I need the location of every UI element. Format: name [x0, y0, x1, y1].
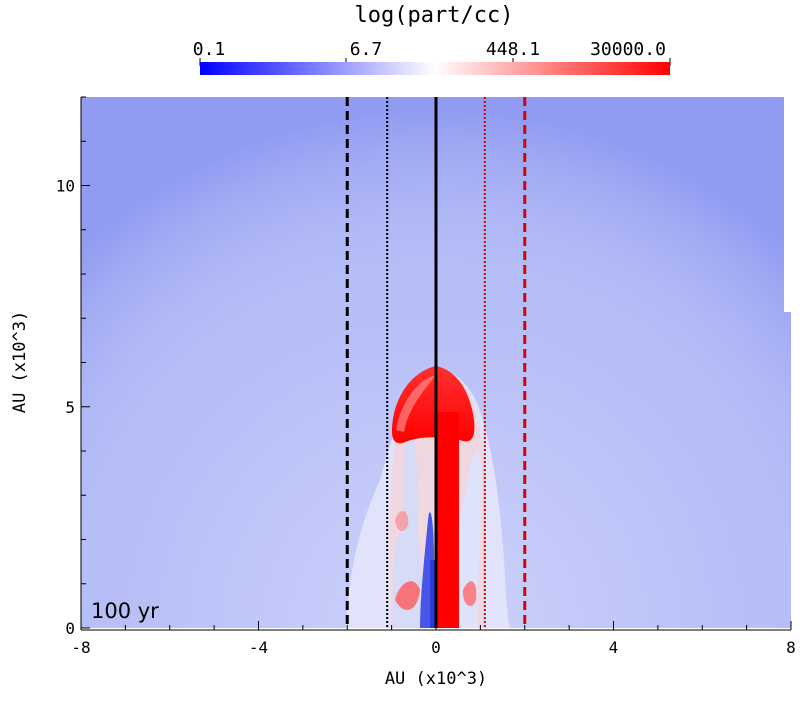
x-tick-label: -8: [71, 638, 90, 657]
y-tick-labels: 0 5 10: [56, 177, 75, 639]
colorbar-tick-label: 6.7: [350, 39, 383, 60]
time-label: 100 yr: [91, 599, 159, 623]
colorbar: [200, 62, 670, 75]
colorbar-tick-label: 30000.0: [590, 39, 666, 60]
x-tick-label: 8: [786, 638, 796, 657]
colorbar-tick-label: 0.1: [193, 39, 226, 60]
x-axis-label: AU (x10^3): [385, 669, 487, 689]
edge-mask: [784, 97, 791, 312]
y-tick-label: 5: [65, 398, 75, 417]
axes: [80, 96, 792, 631]
colorbar-tick-labels: 0.1 6.7 448.1 30000.0: [193, 39, 671, 66]
y-tick-label: 0: [65, 619, 75, 638]
colorbar-title: log(part/cc): [355, 3, 514, 28]
x-tick-label: -4: [249, 638, 268, 657]
y-axis-label: AU (x10^3): [10, 311, 30, 413]
y-tick-label: 10: [56, 177, 75, 196]
x-tick-labels: -8 -4 0 4 8: [71, 638, 795, 657]
x-tick-label: 4: [609, 638, 619, 657]
x-tick-label: 0: [431, 638, 441, 657]
colorbar-tick-label: 448.1: [486, 39, 540, 60]
vertical-lines: [345, 97, 527, 628]
